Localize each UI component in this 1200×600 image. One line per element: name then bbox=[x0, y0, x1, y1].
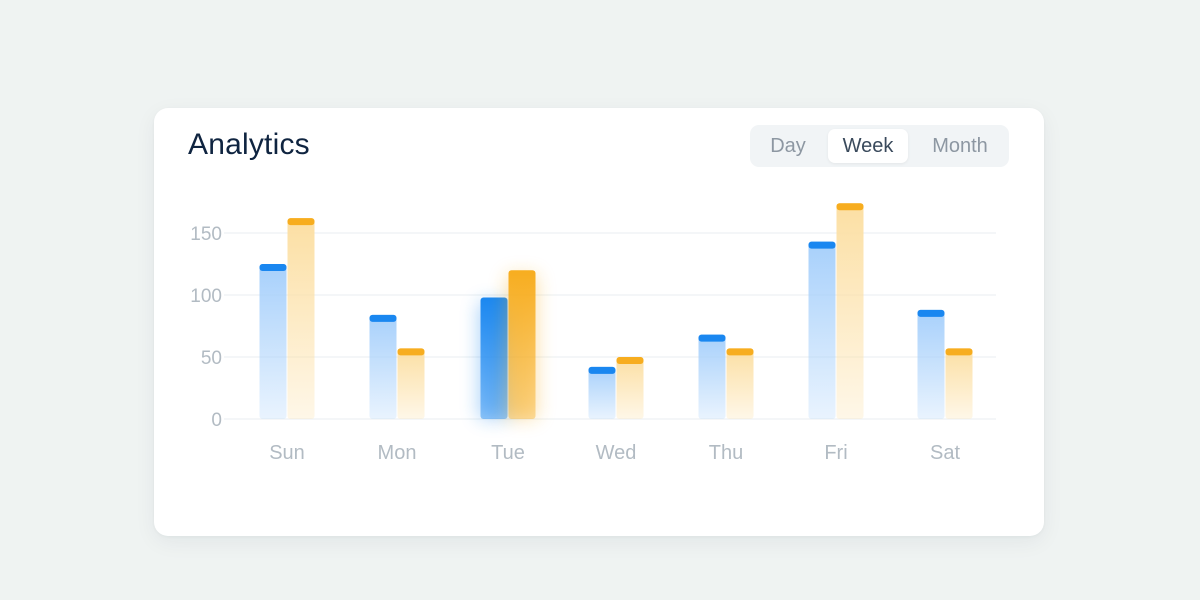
x-tick-label: Mon bbox=[378, 442, 417, 464]
x-tick-label: Thu bbox=[709, 442, 743, 464]
bar-wed-series-2[interactable] bbox=[616, 357, 644, 419]
x-tick-label: Tue bbox=[491, 442, 525, 464]
bar-sun-series-1[interactable] bbox=[259, 264, 287, 419]
bar-tue-series-1[interactable] bbox=[480, 297, 508, 419]
bar-chart: 0 50 100 150 Sun Mon Tue Wed Thu Fri Sat bbox=[190, 203, 996, 464]
y-tick-label: 50 bbox=[201, 348, 222, 369]
bar-wed-series-1[interactable] bbox=[588, 366, 616, 419]
tab-week[interactable]: Week bbox=[828, 129, 908, 163]
bar-cap bbox=[369, 314, 397, 322]
x-tick-label: Sun bbox=[269, 442, 305, 464]
bar-cap bbox=[836, 203, 864, 211]
bar-sat-series-1[interactable] bbox=[917, 309, 945, 419]
bar-cap bbox=[259, 264, 287, 271]
y-tick-label: 100 bbox=[190, 286, 222, 307]
x-tick-label: Wed bbox=[596, 442, 637, 464]
bar-cap bbox=[808, 241, 836, 249]
bar-cap bbox=[287, 218, 315, 226]
bar-thu-series-2[interactable] bbox=[726, 348, 754, 419]
bar-cap bbox=[917, 309, 945, 317]
bar-fri-series-1[interactable] bbox=[808, 241, 836, 419]
bar-cap bbox=[588, 366, 616, 374]
bar-cap bbox=[726, 348, 754, 356]
bar-tue-series-2[interactable] bbox=[508, 270, 536, 419]
bar-cap bbox=[616, 357, 644, 364]
bar-cap bbox=[397, 348, 425, 356]
tab-day[interactable]: Day bbox=[770, 135, 806, 157]
analytics-card: Analytics Day Week Month 0 50 100 150 Sun Mon… bbox=[154, 108, 1044, 536]
bar-mon-series-2[interactable] bbox=[397, 348, 425, 419]
bar-sat-series-2[interactable] bbox=[945, 348, 973, 419]
y-tick-label: 150 bbox=[190, 224, 222, 245]
bar-thu-series-1[interactable] bbox=[698, 334, 726, 419]
y-tick-label: 0 bbox=[211, 410, 222, 431]
bar-cap bbox=[945, 348, 973, 356]
bar-fri-series-2[interactable] bbox=[836, 203, 864, 419]
x-tick-label: Fri bbox=[824, 442, 847, 464]
tab-month[interactable]: Month bbox=[932, 135, 988, 157]
bar-sun-series-2[interactable] bbox=[287, 218, 315, 419]
time-range-selector: Day Week Month bbox=[750, 125, 1009, 167]
x-tick-label: Sat bbox=[930, 442, 960, 464]
bar-cap bbox=[698, 334, 726, 342]
page-title: Analytics bbox=[188, 128, 310, 161]
bar-mon-series-1[interactable] bbox=[369, 314, 397, 419]
